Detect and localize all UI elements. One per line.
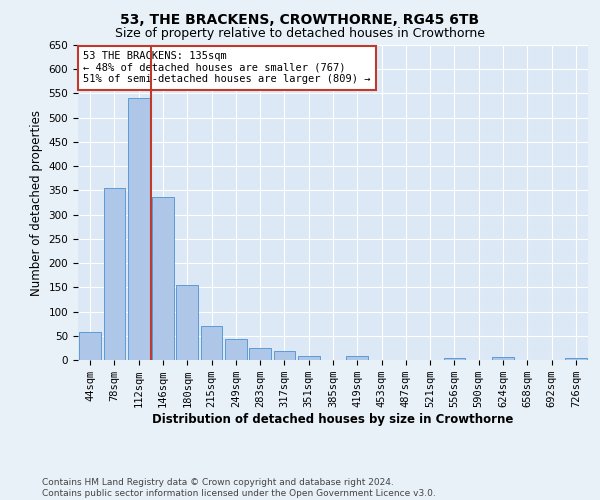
Bar [200, 326, 223, 360]
Bar [346, 356, 368, 360]
Bar [274, 352, 295, 360]
Bar [79, 332, 101, 360]
Bar [128, 98, 149, 360]
Bar [492, 356, 514, 360]
Y-axis label: Number of detached properties: Number of detached properties [30, 110, 43, 296]
Text: 53, THE BRACKENS, CROWTHORNE, RG45 6TB: 53, THE BRACKENS, CROWTHORNE, RG45 6TB [121, 12, 479, 26]
Bar [152, 196, 174, 360]
Bar [225, 339, 247, 360]
Bar [443, 358, 466, 360]
Text: Size of property relative to detached houses in Crowthorne: Size of property relative to detached ho… [115, 28, 485, 40]
Bar [565, 358, 587, 360]
Bar [176, 285, 198, 360]
Text: Contains HM Land Registry data © Crown copyright and database right 2024.
Contai: Contains HM Land Registry data © Crown c… [42, 478, 436, 498]
Bar [298, 356, 320, 360]
Text: 53 THE BRACKENS: 135sqm
← 48% of detached houses are smaller (767)
51% of semi-d: 53 THE BRACKENS: 135sqm ← 48% of detache… [83, 52, 371, 84]
Bar [104, 188, 125, 360]
X-axis label: Distribution of detached houses by size in Crowthorne: Distribution of detached houses by size … [152, 413, 514, 426]
Bar [249, 348, 271, 360]
